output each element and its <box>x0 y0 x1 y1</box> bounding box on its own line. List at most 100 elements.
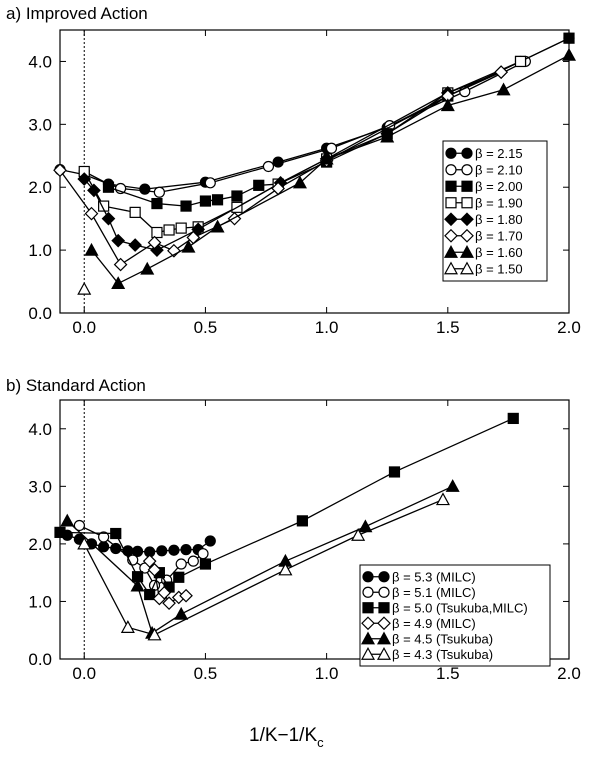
panel-a-series-4-point <box>77 172 92 186</box>
panel-b-series-2-point <box>173 571 185 583</box>
panel-a-xtick-label: 0.5 <box>194 318 218 337</box>
panel-a-series-3-point <box>129 206 141 218</box>
panel-a-legend-label: β = 2.15 <box>475 146 523 161</box>
panel-a-legend-marker <box>460 212 474 227</box>
panel-a-series-6-point <box>380 129 395 143</box>
panel-b-series-0-point <box>180 544 192 556</box>
panel-a-series-2-point <box>253 179 265 191</box>
x-axis-label: 1/K−1/Kc <box>249 725 324 750</box>
panel-a-series-4-point <box>87 183 101 198</box>
panel-a-legend-marker <box>444 212 458 227</box>
panel-b-series-4-point <box>174 606 189 620</box>
panel-b-legend-marker <box>378 586 390 598</box>
panel-b-legend-marker <box>378 602 390 614</box>
panel-b-series-2-point <box>388 466 401 478</box>
x-axis-label-sub: c <box>317 735 324 750</box>
panel-a-ytick-label: 2.0 <box>28 178 52 197</box>
panel-b-legend-marker <box>362 571 374 583</box>
panel-b-legend-marker <box>376 646 392 660</box>
panel-b-series-3-point <box>142 554 157 569</box>
panel-b-series-1-point <box>73 519 85 532</box>
panel-a-series-5-point <box>494 65 508 79</box>
panel-b-series-5-point <box>435 492 450 506</box>
panel-a-ytick-label: 0.0 <box>28 304 52 323</box>
panel-b-legend-label: β = 5.1 (MILC) <box>392 585 476 600</box>
panel-b-series-4-point <box>130 578 145 592</box>
panel-a-series-7-point <box>77 281 92 295</box>
panel-a-legend-marker <box>445 147 457 159</box>
panel-a-series-4-line <box>83 71 502 251</box>
panel-b-legend-marker <box>376 631 392 645</box>
panel-a-series-2-point <box>211 194 224 206</box>
panel-b-series-1-point <box>175 558 187 570</box>
panel-a-legend-marker <box>461 180 473 192</box>
panel-a-xtick-label: 1.5 <box>436 318 460 337</box>
panel-a-series-6-point <box>111 276 126 290</box>
panel-a-series-6-point <box>140 261 155 275</box>
panel-b-legend-label: β = 5.0 (Tsukuba,MILC) <box>392 600 528 615</box>
panel-a-xtick-label: 0.0 <box>72 318 96 337</box>
panel-a-series-3-point <box>163 224 175 236</box>
panel-b-series-1-point <box>187 555 199 567</box>
panel-b-series-4-point <box>445 479 460 492</box>
panel-a-legend-marker <box>443 261 459 275</box>
panel-a-series-1-point <box>153 186 165 198</box>
panel-b-xtick-label: 2.0 <box>557 664 581 683</box>
panel-b-legend-label: β = 4.5 (Tsukuba) <box>392 631 493 646</box>
panel-a-legend-label: β = 1.90 <box>475 195 523 210</box>
panel-b-legend-label: β = 5.3 (MILC) <box>392 569 476 584</box>
panel-a-xtick-label: 1.0 <box>315 318 339 337</box>
panel-b-series-3-point <box>179 588 193 603</box>
panel-a-legend-marker <box>445 180 457 192</box>
panel-a-legend-marker <box>459 261 475 275</box>
panel-a-legend-marker <box>461 164 473 176</box>
panel-a-series-5-point <box>84 206 99 221</box>
panel-a-series-6-point <box>181 239 196 253</box>
panel-a-series-3-point <box>98 200 110 212</box>
panel-b-series-2-point <box>54 526 66 538</box>
panel-a-xtick-label: 2.0 <box>557 318 581 337</box>
panel-b-legend-marker <box>377 616 391 631</box>
panel-b-series-5-point <box>77 536 92 550</box>
panel-b-xtick-label: 0.5 <box>194 664 218 683</box>
panel-a-series-5-point <box>227 211 242 226</box>
panel-a-series-3-point <box>175 222 187 234</box>
panel-a-series-4-point <box>101 211 116 226</box>
panel-b-series-2-point <box>199 558 212 570</box>
panel-a-legend-label: β = 2.00 <box>475 179 523 194</box>
panel-a-series-3-point <box>514 55 527 68</box>
panel-b-series-2-point <box>144 588 156 601</box>
panel-b-series-5-line <box>83 498 444 636</box>
panel-b-legend-marker <box>361 616 375 631</box>
panel-b-ytick-label: 2.0 <box>28 535 52 554</box>
panel-a-series-4-point <box>128 238 142 252</box>
panel-a-ytick-label: 3.0 <box>28 115 52 134</box>
panel-a-series-2-point <box>231 190 243 202</box>
panel-a-series-6-point <box>84 242 99 256</box>
panel-b-series-0-point <box>156 545 168 557</box>
panel-b-series-1-point <box>98 531 110 543</box>
panel-a-series-2-point <box>563 32 575 44</box>
panel-b-series-5-point <box>278 562 293 576</box>
panel-a-ytick-label: 4.0 <box>28 52 52 71</box>
panel-a-series-5-point <box>147 235 162 250</box>
panel-b-legend-marker <box>360 631 376 645</box>
panel-b-series-5-point <box>351 528 366 541</box>
panel-a-series-2-point <box>180 200 192 212</box>
panel-a-legend-label: β = 1.80 <box>475 212 523 227</box>
panel-a-legend-marker <box>459 244 475 258</box>
panel-b-ytick-label: 4.0 <box>28 420 52 439</box>
panel-b-series-0-point <box>168 544 180 556</box>
panel-b-series-3-point <box>147 562 162 577</box>
panel-b-legend-label: β = 4.3 (Tsukuba) <box>392 647 493 662</box>
panel-a-series-2-point <box>102 181 115 193</box>
panel-a-series-4-point <box>111 233 126 248</box>
panel-b-ytick-label: 1.0 <box>28 592 52 611</box>
panel-b-ytick-label: 3.0 <box>28 477 52 496</box>
panel-b-series-4-point <box>60 513 75 527</box>
panel-a-chart: 0.0 0.5 1.0 1.5 2.00.01.02.03.04.0β = 2.15β … <box>28 29 581 337</box>
panel-b-series-3-point <box>162 596 176 611</box>
x-axis-label-main: 1/K−1/K <box>249 725 317 746</box>
panel-a-series-1-point <box>325 142 338 154</box>
panel-a-series-1-point <box>262 160 275 173</box>
